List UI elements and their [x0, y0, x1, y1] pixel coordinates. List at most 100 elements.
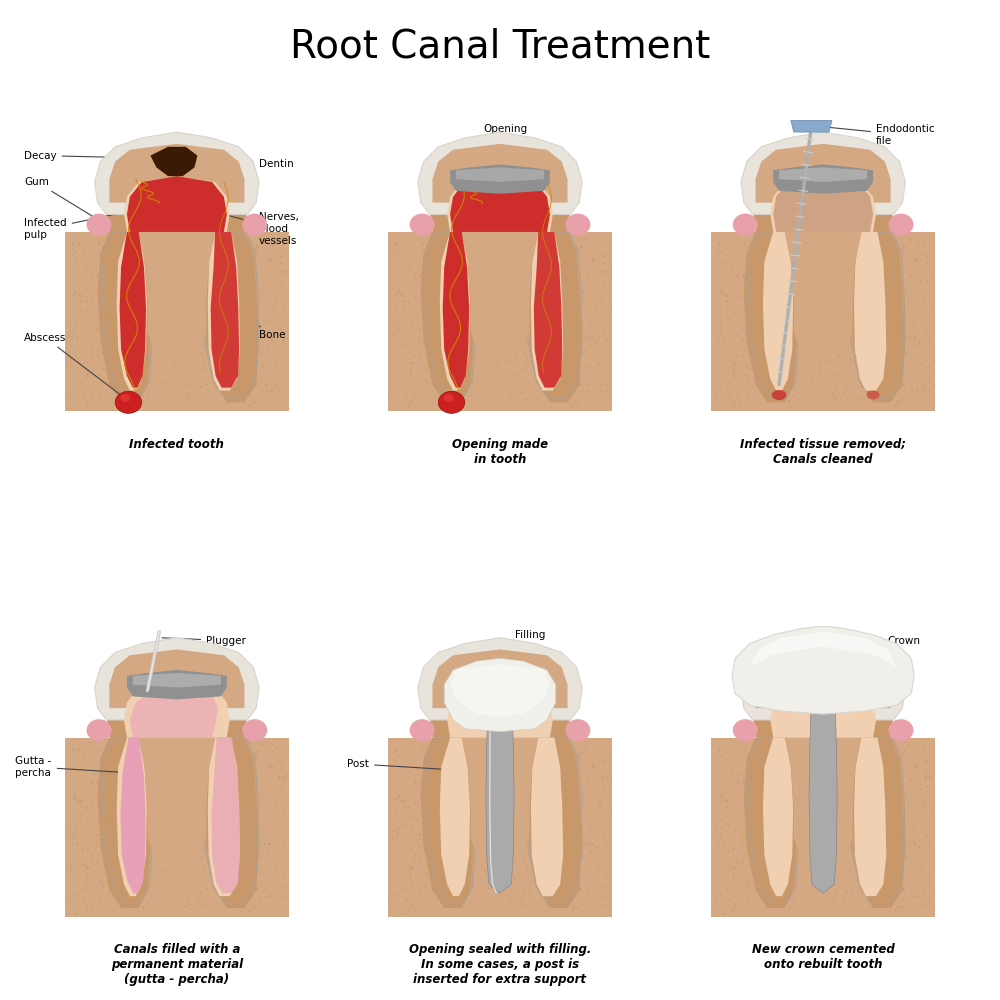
Text: Dentin: Dentin: [229, 159, 294, 178]
Polygon shape: [127, 670, 227, 699]
Polygon shape: [756, 649, 891, 708]
Polygon shape: [744, 232, 797, 402]
Polygon shape: [462, 738, 538, 867]
Ellipse shape: [565, 719, 590, 741]
Polygon shape: [450, 664, 550, 717]
Polygon shape: [785, 738, 861, 867]
Polygon shape: [95, 132, 259, 214]
Text: Gutta -
percha: Gutta - percha: [15, 756, 127, 778]
Text: Bone: Bone: [259, 326, 286, 340]
Polygon shape: [429, 676, 570, 738]
Text: Infected tissue removed;
Canals cleaned: Infected tissue removed; Canals cleaned: [740, 438, 906, 466]
Polygon shape: [440, 738, 470, 896]
Polygon shape: [773, 164, 873, 194]
Polygon shape: [450, 164, 550, 194]
Polygon shape: [429, 170, 570, 232]
Text: Endodontic
file: Endodontic file: [820, 124, 935, 146]
Polygon shape: [809, 696, 837, 893]
Ellipse shape: [242, 214, 267, 236]
Polygon shape: [852, 738, 905, 908]
Ellipse shape: [733, 214, 758, 236]
Text: Crown: Crown: [879, 636, 921, 649]
Polygon shape: [421, 232, 474, 402]
Polygon shape: [440, 232, 470, 391]
Polygon shape: [462, 232, 538, 361]
Text: Opening: Opening: [484, 124, 528, 159]
Text: Opening sealed with filling.
In some cases, a post is
inserted for extra support: Opening sealed with filling. In some cas…: [409, 943, 591, 986]
Polygon shape: [450, 176, 550, 232]
Text: Abscess: Abscess: [24, 333, 126, 399]
Polygon shape: [770, 682, 876, 738]
Polygon shape: [791, 120, 832, 132]
Polygon shape: [770, 176, 876, 232]
Polygon shape: [785, 232, 861, 361]
Ellipse shape: [410, 719, 435, 741]
Polygon shape: [98, 232, 150, 402]
Polygon shape: [418, 638, 582, 720]
Polygon shape: [65, 232, 288, 411]
Ellipse shape: [565, 214, 590, 236]
Ellipse shape: [772, 390, 786, 400]
Ellipse shape: [733, 719, 758, 741]
Polygon shape: [388, 232, 612, 411]
Polygon shape: [763, 232, 793, 391]
Polygon shape: [534, 232, 562, 388]
Polygon shape: [133, 673, 221, 688]
Polygon shape: [127, 176, 227, 232]
Polygon shape: [388, 738, 612, 917]
Text: Nerves,
blood
vessels: Nerves, blood vessels: [227, 212, 299, 246]
Polygon shape: [124, 176, 230, 232]
Polygon shape: [756, 144, 891, 203]
Polygon shape: [773, 176, 873, 232]
Ellipse shape: [866, 391, 880, 399]
Polygon shape: [758, 670, 888, 705]
Polygon shape: [106, 676, 247, 738]
Polygon shape: [711, 738, 935, 917]
Text: Post: Post: [347, 759, 497, 773]
Polygon shape: [779, 167, 867, 182]
Ellipse shape: [888, 719, 913, 741]
Polygon shape: [150, 147, 197, 176]
Polygon shape: [744, 738, 797, 908]
Polygon shape: [741, 132, 905, 214]
Polygon shape: [444, 658, 556, 732]
Polygon shape: [432, 649, 568, 708]
Polygon shape: [529, 738, 582, 908]
Polygon shape: [741, 638, 905, 720]
Polygon shape: [852, 232, 905, 402]
Polygon shape: [208, 232, 240, 391]
Polygon shape: [120, 738, 146, 893]
Ellipse shape: [410, 214, 435, 236]
Ellipse shape: [87, 719, 112, 741]
Polygon shape: [732, 626, 914, 714]
Polygon shape: [529, 232, 582, 402]
Text: Infected
pulp: Infected pulp: [24, 209, 139, 240]
Polygon shape: [443, 232, 469, 388]
Polygon shape: [106, 170, 247, 232]
Polygon shape: [418, 132, 582, 214]
Ellipse shape: [242, 719, 267, 741]
Polygon shape: [98, 738, 150, 908]
Polygon shape: [531, 232, 563, 391]
Polygon shape: [421, 738, 474, 908]
Polygon shape: [212, 738, 240, 893]
Polygon shape: [432, 144, 568, 203]
Polygon shape: [753, 170, 894, 232]
Polygon shape: [763, 738, 793, 896]
Text: Decay: Decay: [24, 151, 165, 161]
Polygon shape: [95, 638, 259, 720]
Polygon shape: [753, 676, 894, 738]
Polygon shape: [130, 688, 218, 738]
Text: Plugger: Plugger: [162, 636, 246, 646]
Text: New crown cemented
onto rebuilt tooth: New crown cemented onto rebuilt tooth: [752, 943, 894, 971]
Polygon shape: [117, 232, 147, 391]
Polygon shape: [456, 167, 544, 182]
Ellipse shape: [87, 214, 112, 236]
Polygon shape: [854, 232, 886, 391]
Polygon shape: [65, 738, 288, 917]
Polygon shape: [531, 738, 563, 896]
Text: Canals filled with a
permanent material
(gutta - percha): Canals filled with a permanent material …: [111, 943, 243, 986]
Ellipse shape: [888, 214, 913, 236]
Ellipse shape: [438, 391, 465, 413]
Ellipse shape: [443, 394, 454, 402]
